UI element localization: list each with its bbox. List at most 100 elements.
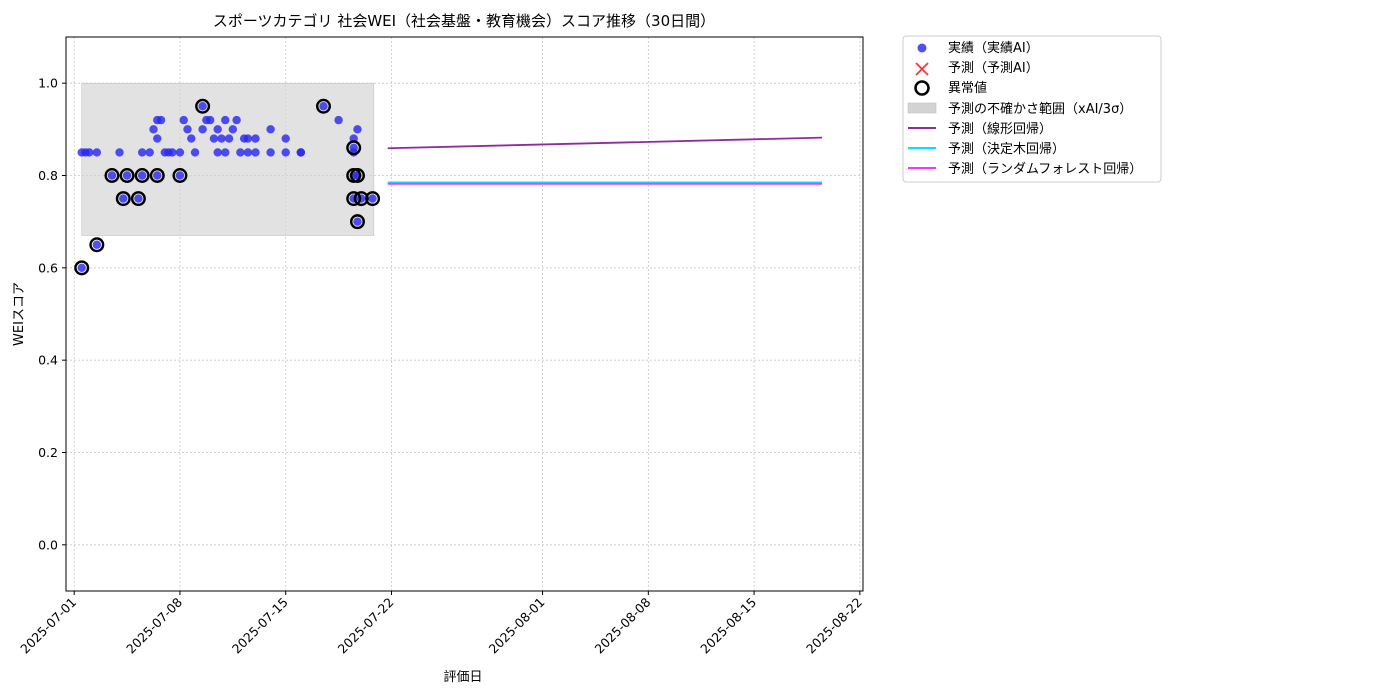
anomaly-marker <box>195 98 211 114</box>
actual-point <box>92 148 102 157</box>
actual-point <box>251 134 260 143</box>
anomaly-marker <box>115 191 131 207</box>
y-axis-label: WEIスコア <box>12 282 27 346</box>
actual-point <box>236 148 245 157</box>
actual-point <box>281 148 290 157</box>
actual-point <box>153 134 162 143</box>
actual-point <box>224 134 234 143</box>
anomaly-marker <box>74 260 90 276</box>
actual-point <box>107 171 117 180</box>
legend-item-anomaly: 異常値 <box>914 80 987 96</box>
actual-point <box>190 148 200 157</box>
actual-point <box>115 148 124 157</box>
actual-point <box>243 134 253 143</box>
actual-point <box>221 115 230 125</box>
anomaly-marker <box>346 191 362 207</box>
anomaly-marker <box>172 167 188 183</box>
actual-point <box>85 148 94 157</box>
anomaly-marker <box>130 191 146 207</box>
anomaly-markers-layer <box>74 98 381 276</box>
legend-uncertainty-swatch <box>907 102 937 114</box>
actual-point <box>217 134 226 143</box>
anomaly-marker <box>365 191 381 207</box>
actual-point <box>134 194 143 203</box>
legend-item-linear: 予測（線形回帰） <box>908 121 1052 137</box>
actual-point <box>349 143 358 152</box>
x-axis-label: 評価日 <box>443 670 482 685</box>
actual-point <box>334 115 343 125</box>
legend-item-actual: 実績（実績AI） <box>917 40 1039 56</box>
legend-predicted-label: 予測（予測AI） <box>948 61 1039 76</box>
x-tick-label: 2025-08-01 <box>486 595 548 657</box>
anomaly-marker <box>149 167 165 183</box>
legend-predicted-x-marker <box>915 62 929 76</box>
plot-frame <box>65 36 864 592</box>
legend-actual-label: 実績（実績AI） <box>948 40 1039 56</box>
actual-point <box>175 148 185 157</box>
legend-item-predicted: 予測（予測AI） <box>915 61 1039 76</box>
anomaly-marker <box>89 237 105 253</box>
actual-point <box>209 134 219 143</box>
actual-point <box>353 125 362 134</box>
chart-title: スポーツカテゴリ 社会WEI（社会基盤・教育機会）スコア推移（30日間） <box>213 12 715 30</box>
anomaly-marker <box>353 191 369 207</box>
actual-point <box>145 148 154 157</box>
actual-point <box>149 125 158 134</box>
actual-point <box>77 263 86 273</box>
anomaly-marker <box>134 167 150 183</box>
actual-point <box>168 148 177 157</box>
forecast-lines-layer <box>387 136 823 185</box>
actual-point <box>251 148 260 157</box>
y-axis-ticks: 0.0 0.2 0.4 0.6 0.8 1.0 <box>38 76 66 552</box>
actual-point <box>213 125 222 134</box>
anomaly-marker <box>104 167 120 183</box>
actual-point <box>232 115 241 125</box>
x-tick-label: 2025-07-15 <box>229 595 291 657</box>
anomaly-marker <box>119 167 135 183</box>
plot-area: 2025-07-01 2025-07-08 2025-07-15 2025-07-22… <box>17 36 865 657</box>
anomaly-marker <box>346 140 362 156</box>
y-tick-label: 0.4 <box>38 353 58 368</box>
legend-anomaly-marker <box>914 80 930 96</box>
actual-point <box>243 148 253 157</box>
anomaly-marker <box>349 214 365 230</box>
y-tick-label: 0.8 <box>38 168 58 183</box>
actual-point <box>266 125 275 134</box>
anomaly-marker <box>315 98 331 114</box>
actual-point <box>119 194 128 203</box>
legend-box <box>902 35 1162 183</box>
actual-point <box>175 171 185 180</box>
x-tick-label: 2025-08-15 <box>697 595 759 657</box>
actual-point <box>205 115 215 125</box>
legend: 実績（実績AI） 予測（予測AI） 異常値 予測の不確かさ範囲（xAI/3σ） … <box>902 35 1162 183</box>
anomaly-marker <box>349 167 365 183</box>
actual-point <box>319 102 328 111</box>
actual-point <box>221 148 230 157</box>
actual-point <box>92 240 102 249</box>
legend-forest-label: 予測（ランダムフォレスト回帰） <box>948 161 1142 177</box>
y-tick-label: 0.6 <box>38 260 58 275</box>
x-tick-label: 2025-07-08 <box>123 594 185 656</box>
actual-point <box>187 134 196 143</box>
legend-linear-label: 予測（線形回帰） <box>948 121 1052 137</box>
actual-point <box>153 171 162 180</box>
actual-point <box>296 148 306 157</box>
y-tick-label: 0.2 <box>38 445 58 460</box>
legend-item-uncertainty: 予測の不確かさ範囲（xAI/3σ） <box>907 101 1132 117</box>
x-tick-label: 2025-07-01 <box>17 595 79 657</box>
actual-point <box>183 125 192 134</box>
y-tick-label: 0.0 <box>38 537 58 552</box>
y-tick-label: 1.0 <box>38 76 58 91</box>
x-tick-label: 2025-08-22 <box>803 595 865 657</box>
actual-point <box>281 134 290 143</box>
x-tick-label: 2025-08-08 <box>591 594 653 656</box>
legend-item-forest: 予測（ランダムフォレスト回帰） <box>908 161 1142 177</box>
actual-point <box>353 217 362 226</box>
forecast-line-linear <box>387 136 823 150</box>
x-tick-label: 2025-07-22 <box>335 595 397 657</box>
legend-tree-label: 予測（決定木回帰） <box>948 141 1065 157</box>
actual-point <box>156 115 166 125</box>
legend-item-tree: 予測（決定木回帰） <box>908 141 1065 157</box>
actual-point <box>137 148 147 157</box>
